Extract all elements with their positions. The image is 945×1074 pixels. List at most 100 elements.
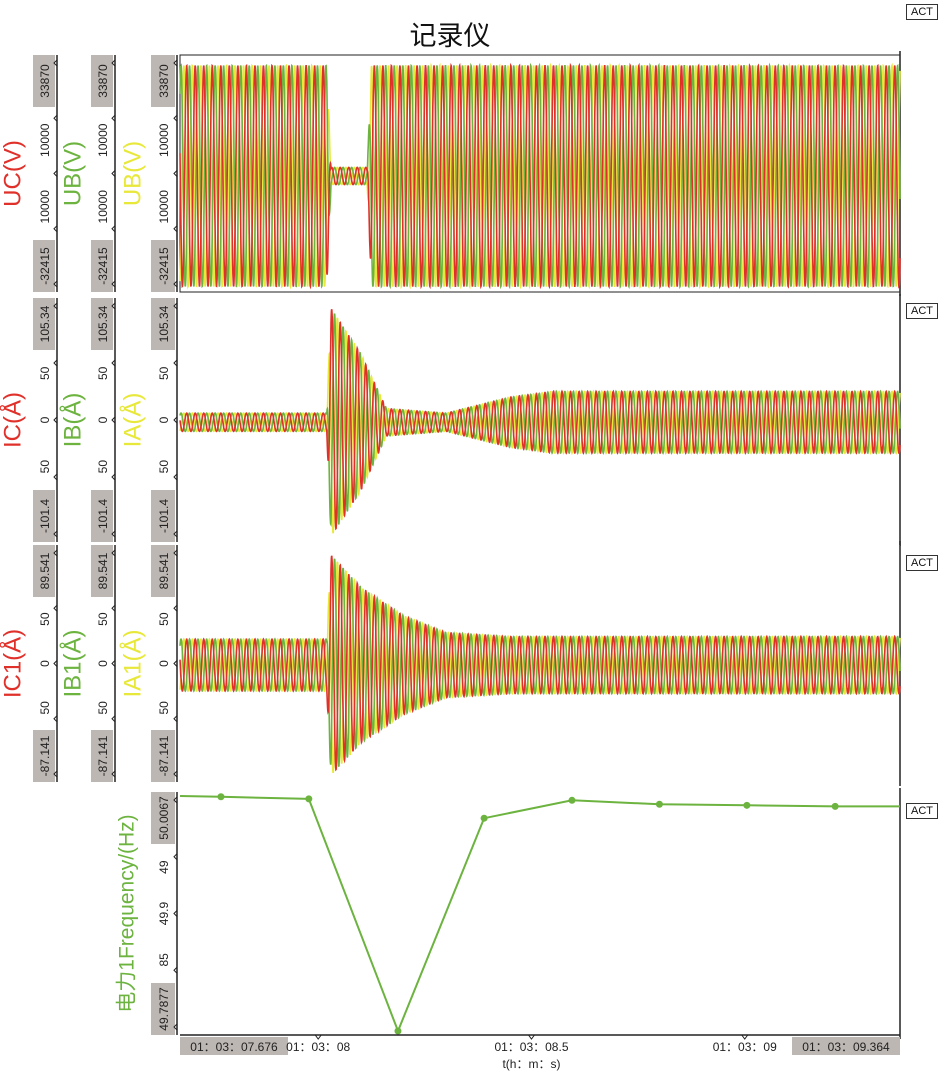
y-max-label: 89.541 [96,552,110,589]
y-tick-mark [173,1023,178,1031]
y-tick-mark [173,796,178,804]
y-tick-label: 10000 [96,190,110,224]
x-tick-mark [741,1034,749,1040]
panel-current: 105.34 -101.4 50 0 50 IC(Å) 105.34 -101.4 50 0 50 I… [0,294,901,546]
y-min-label: -32415 [96,247,110,285]
y-tick-label: 50 [96,366,110,380]
y-tick-mark [53,225,58,233]
y-tick-label: 50 [96,612,110,626]
act-button-current[interactable]: ACT [906,303,938,319]
act-button-voltage[interactable]: ACT [906,4,938,20]
phase-c-wave [179,309,901,531]
max-label-bg [91,298,113,350]
y-tick-mark [173,225,178,233]
y-tick-mark [111,549,116,557]
y-tick-mark [111,225,116,233]
y-tick-mark [53,170,58,177]
y-tick-mark [173,853,178,861]
act-button-frequency[interactable]: ACT [906,803,938,819]
y-tick-mark [111,59,116,67]
y-tick-label: 0 [96,416,110,423]
y-tick-label: 50 [157,701,171,715]
min-label-bg [91,240,113,292]
y-axis-current-2: 105.34 -101.4 50 0 50 IA(Å) [118,298,178,542]
y-tick-label: 50 [38,701,52,715]
min-label-bg [151,490,175,542]
frequency-point [568,796,576,804]
frequency-line [179,795,900,1034]
max-label-bg [151,298,175,350]
y-min-label: -87.141 [96,735,110,776]
y-tick-mark [53,359,58,367]
min-label-bg [151,983,175,1035]
y-max-label: 33870 [38,64,52,98]
y-tick-mark [111,302,116,310]
frequency-point [217,793,225,801]
x-tick-label: 01：03：09.364 [802,1040,890,1054]
plot-area [180,792,900,1035]
y-axis-current-0: 105.34 -101.4 50 0 50 IC(Å) [0,298,58,542]
y-min-label: -101.4 [96,499,110,533]
x-boundary-label-bg [792,1037,900,1055]
phase-c-wave [179,555,901,772]
y-tick-label: 50 [157,366,171,380]
y-tick-label: 10000 [157,123,171,157]
y-max-label: 105.34 [157,305,171,342]
max-label-bg [33,55,55,107]
y-axis-title: IC1(Å) [0,629,26,698]
y-axis-current-1: 105.34 -101.4 50 0 50 IB(Å) [58,298,116,542]
min-label-bg [151,240,175,292]
y-tick-mark [173,170,178,177]
y-tick-mark [173,59,178,67]
y-tick-label: 10000 [157,190,171,224]
y-tick-mark [173,416,178,424]
y-tick-label: 85 [157,953,171,967]
y-tick-mark [173,910,178,917]
y-tick-mark [173,715,178,723]
y-tick-label: 50 [96,460,110,474]
x-tick-mark [314,1034,322,1040]
y-tick-mark [111,715,116,723]
y-tick-label: 50 [157,460,171,474]
y-tick-mark [53,660,58,667]
y-axis-title: UC(V) [0,140,26,207]
y-tick-label: 10000 [38,190,52,224]
x-axis: 01：03：07.676 01：03：08 01：03：08.5 01：03：09 01… [180,1034,900,1071]
frequency-point [305,795,313,803]
y-tick-label: 50 [38,366,52,380]
y-tick-mark [111,170,116,177]
y-min-label: -101.4 [38,499,52,533]
y-axis-current1-2: 89.541 -87.141 50 0 50 IA1(Å) [118,545,178,782]
min-label-bg [33,240,55,292]
phase-a-wave [179,62,901,290]
y-tick-mark [111,114,116,122]
min-label-bg [91,490,113,542]
y-tick-mark [53,473,58,481]
y-max-label: 105.34 [38,305,52,342]
act-button-current1[interactable]: ACT [906,555,938,571]
x-tick-label: 01：03：08.5 [494,1040,568,1054]
y-tick-mark [173,549,178,557]
phase-b-wave [179,558,901,767]
y-tick-label: 50 [38,612,52,626]
y-tick-mark [53,302,58,310]
y-tick-mark [53,770,58,778]
y-min-label: -87.141 [38,735,52,776]
x-axis-title: t(h：m：s) [502,1057,560,1071]
x-tick-mark [528,1034,535,1040]
y-tick-mark [53,549,58,557]
y-tick-mark [111,473,116,481]
frequency-point [480,814,488,822]
y-tick-mark [111,359,116,367]
y-tick-label: 50 [157,612,171,626]
x-boundary-label-bg [180,1037,288,1055]
y-axis-title: IC(Å) [0,392,26,448]
panel-frequency: 50.0067 49.7877 49 49.9 85 电力1Frequency/(Hz) [116,788,901,1039]
y-min-label: -32415 [157,247,171,285]
y-axis-title: IA1(Å) [118,629,146,697]
y-tick-label: 0 [38,416,52,423]
y-tick-mark [111,660,116,667]
y-tick-mark [173,359,178,367]
x-tick-label: 01：03：07.676 [190,1040,278,1054]
phase-a-wave [179,561,901,774]
